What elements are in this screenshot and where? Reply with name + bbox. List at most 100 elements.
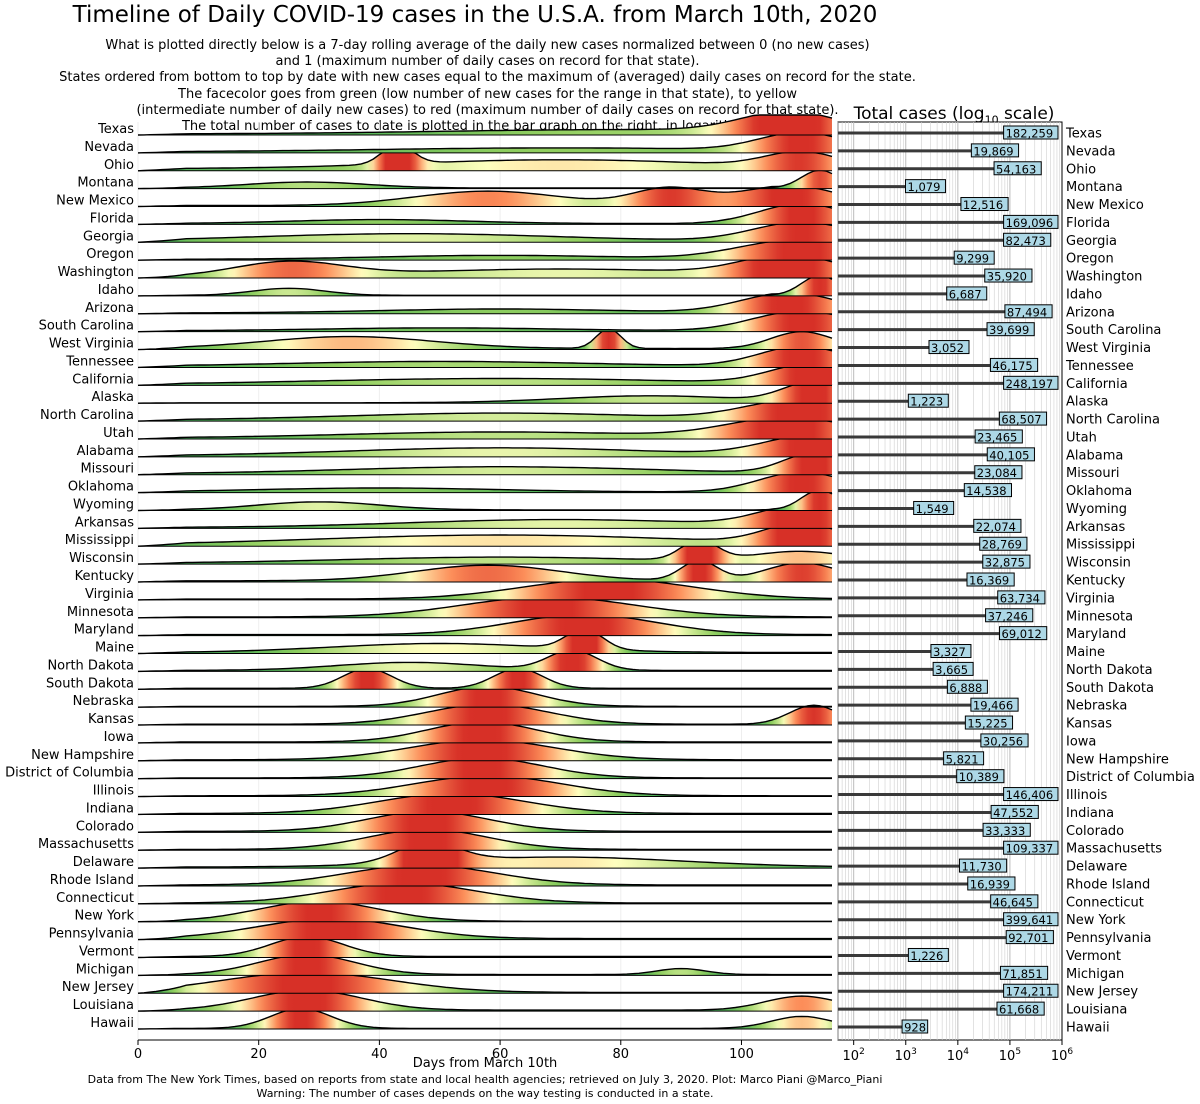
state-label-right: Tennessee bbox=[1065, 359, 1134, 374]
ridge-outline bbox=[137, 918, 832, 941]
state-label-right: Alabama bbox=[1066, 448, 1123, 463]
ridge-row-georgia: Georgia bbox=[83, 221, 833, 244]
value-label: 19,466 bbox=[973, 699, 1013, 713]
value-label: 30,256 bbox=[983, 734, 1023, 748]
state-label-left: California bbox=[72, 372, 134, 387]
ridge-row-indiana: Indiana bbox=[86, 793, 832, 816]
state-label-left: Nevada bbox=[84, 140, 134, 155]
state-label-right: California bbox=[1066, 377, 1128, 392]
ridge-area bbox=[138, 526, 832, 547]
ridge-area bbox=[138, 1009, 832, 1029]
ridge-row-tennessee: Tennessee bbox=[65, 346, 833, 369]
ridge-outline bbox=[137, 972, 832, 994]
value-label: 63,734 bbox=[1000, 591, 1040, 605]
x-tick-label: 0 bbox=[134, 1047, 142, 1062]
bar-x-tick-label: 103 bbox=[895, 1047, 917, 1064]
value-label: 11,730 bbox=[961, 860, 1001, 874]
ridge-outline bbox=[137, 221, 833, 243]
ridge-area bbox=[138, 419, 832, 439]
state-label-right: Texas bbox=[1065, 127, 1102, 142]
value-label-box bbox=[1003, 787, 1059, 802]
state-label-left: Massachusetts bbox=[38, 837, 134, 852]
ridge-outline bbox=[137, 364, 832, 386]
state-label-right: Maryland bbox=[1066, 627, 1126, 642]
state-label-left: Texas bbox=[97, 122, 134, 137]
state-label-left: Florida bbox=[90, 211, 134, 226]
ridge-outline bbox=[137, 829, 832, 851]
value-label-box bbox=[953, 250, 995, 265]
value-label-box bbox=[996, 1001, 1045, 1016]
ridge-area bbox=[138, 170, 832, 189]
value-label: 37,246 bbox=[988, 609, 1028, 623]
state-label-left: New Hampshire bbox=[31, 748, 134, 763]
ridge-area bbox=[138, 794, 832, 815]
state-label-right: Ohio bbox=[1066, 162, 1096, 177]
value-label: 5,821 bbox=[946, 752, 979, 766]
ridge-area bbox=[138, 705, 832, 726]
ridge-outline bbox=[137, 346, 833, 369]
value-label: 1,223 bbox=[910, 395, 943, 409]
value-label: 146,406 bbox=[1006, 788, 1054, 802]
state-label-right: Minnesota bbox=[1066, 609, 1133, 624]
ridge-row-colorado: Colorado bbox=[76, 811, 832, 834]
ridge-outline bbox=[137, 328, 833, 351]
state-label-right: Nevada bbox=[1066, 144, 1116, 159]
state-label-right: Connecticut bbox=[1066, 895, 1144, 910]
value-label-box bbox=[999, 626, 1048, 641]
ridge-row-new-hampshire: New Hampshire bbox=[31, 740, 832, 763]
ridge-area bbox=[138, 132, 832, 153]
state-label-left: Idaho bbox=[98, 283, 134, 298]
bar-x-tick-label: 104 bbox=[947, 1047, 970, 1064]
ridge-outline bbox=[137, 114, 833, 136]
value-label-box bbox=[979, 536, 1028, 551]
ridge-row-oklahoma: Oklahoma bbox=[68, 471, 833, 495]
ridge-row-north-dakota: North Dakota bbox=[47, 650, 832, 673]
value-label: 82,473 bbox=[1006, 234, 1046, 248]
value-label: 61,668 bbox=[999, 1003, 1039, 1017]
state-label-right: Maine bbox=[1066, 645, 1105, 660]
state-label-right: Oklahoma bbox=[1066, 484, 1132, 499]
state-label-right: Colorado bbox=[1066, 824, 1124, 839]
value-label-box bbox=[946, 286, 988, 301]
state-label-left: Maine bbox=[95, 641, 134, 656]
value-label-box bbox=[943, 751, 985, 766]
tick-base: 10 bbox=[843, 1049, 860, 1064]
value-label-box bbox=[993, 161, 1042, 176]
ridge-area bbox=[138, 919, 832, 940]
state-label-right: Montana bbox=[1066, 180, 1123, 195]
value-label: 1,226 bbox=[910, 949, 943, 963]
state-label-left: Iowa bbox=[104, 730, 134, 745]
state-label-right: Louisiana bbox=[1066, 1003, 1127, 1018]
state-label-left: Michigan bbox=[76, 962, 134, 977]
value-label: 46,175 bbox=[992, 359, 1032, 373]
ridge-row-california: California bbox=[72, 364, 832, 387]
ridge-row-virginia: Virginia bbox=[85, 579, 833, 602]
state-label-left: Montana bbox=[77, 176, 134, 191]
value-label-box bbox=[901, 1019, 929, 1034]
value-label: 1,549 bbox=[916, 502, 949, 516]
ridge-row-alabama: Alabama bbox=[77, 436, 832, 459]
value-label: 6,687 bbox=[949, 287, 982, 301]
ridge-area bbox=[138, 955, 832, 976]
value-label: 182,259 bbox=[1006, 127, 1054, 141]
state-label-right: South Carolina bbox=[1066, 323, 1161, 338]
value-label: 92,701 bbox=[1008, 931, 1048, 945]
ridge-outline bbox=[137, 525, 833, 547]
ridge-row-illinois: Illinois bbox=[93, 775, 832, 799]
ridge-row-new-mexico: New Mexico bbox=[56, 185, 833, 209]
state-label-right: Florida bbox=[1066, 216, 1110, 231]
state-label-right: Missouri bbox=[1066, 466, 1120, 481]
state-label-left: Colorado bbox=[76, 819, 134, 834]
ridge-area bbox=[138, 311, 832, 332]
ridge-row-new-jersey: New Jersey bbox=[62, 972, 832, 995]
value-label-box bbox=[990, 894, 1039, 909]
value-label-box bbox=[913, 500, 955, 515]
state-label-left: South Carolina bbox=[39, 319, 134, 334]
value-label: 40,105 bbox=[989, 448, 1029, 462]
value-label: 1,079 bbox=[907, 180, 940, 194]
value-label: 47,552 bbox=[993, 806, 1033, 820]
value-label: 68,507 bbox=[1001, 413, 1041, 427]
ridge-area bbox=[138, 866, 832, 886]
state-label-left: Arizona bbox=[85, 301, 134, 316]
